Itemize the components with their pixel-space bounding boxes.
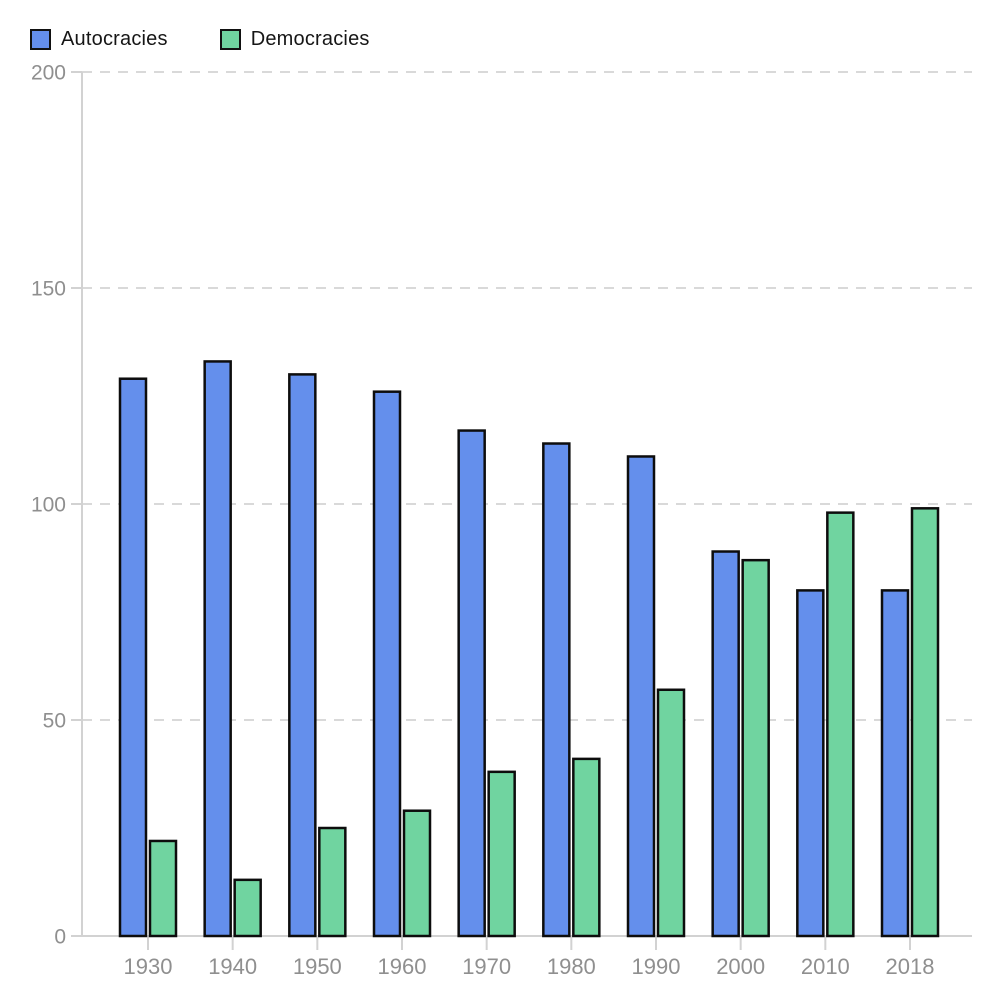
bar-democracies-1990: [656, 688, 686, 938]
bar-autocracies-2018: [880, 589, 910, 938]
x-tick-label-1990: 1990: [632, 954, 681, 979]
legend-swatch-autocracies: [30, 29, 51, 50]
y-tick-label-0: 0: [54, 926, 66, 949]
x-tick-label-1930: 1930: [124, 954, 173, 979]
bar-democracies-1940: [233, 878, 262, 938]
bar-democracies-1980: [572, 757, 601, 938]
y-tick-label-50: 50: [43, 710, 66, 733]
legend-item-autocracies: Autocracies: [30, 28, 168, 51]
bar-autocracies-2010: [796, 589, 825, 938]
legend: Autocracies Democracies: [30, 28, 370, 51]
bar-autocracies-1960: [372, 390, 402, 938]
x-tick-label-1970: 1970: [462, 954, 511, 979]
bar-democracies-2000: [741, 558, 770, 938]
x-tick-label-1940: 1940: [208, 954, 257, 979]
bar-democracies-1960: [402, 809, 432, 938]
legend-swatch-democracies: [219, 29, 241, 50]
x-tick-label-1980: 1980: [547, 954, 596, 979]
x-tick-label-2018: 2018: [886, 954, 935, 979]
bar-autocracies-1930: [118, 377, 148, 938]
x-tick-label-1950: 1950: [293, 954, 342, 979]
legend-label-democracies: Democracies: [250, 28, 370, 50]
x-tick-label-2000: 2000: [716, 954, 765, 979]
bar-democracies-2010: [826, 511, 855, 938]
bar-autocracies-2000: [711, 550, 740, 938]
bar-autocracies-1980: [542, 442, 571, 938]
y-tick-label-150: 150: [31, 278, 66, 301]
bar-autocracies-1990: [626, 455, 656, 938]
x-tick-label-2010: 2010: [801, 954, 850, 979]
legend-item-democracies: Democracies: [219, 28, 370, 51]
y-tick-label-100: 100: [31, 494, 66, 517]
bar-democracies-1930: [148, 839, 178, 938]
bar-autocracies-1950: [288, 373, 317, 938]
x-tick-label-1960: 1960: [378, 954, 427, 979]
y-tick-label-200: 200: [31, 62, 66, 85]
bar-democracies-1950: [318, 826, 347, 938]
bar-democracies-1970: [487, 770, 516, 938]
bar-democracies-2018: [910, 507, 940, 938]
legend-label-autocracies: Autocracies: [61, 28, 168, 50]
bar-autocracies-1970: [457, 429, 486, 938]
bar-autocracies-1940: [203, 360, 232, 938]
